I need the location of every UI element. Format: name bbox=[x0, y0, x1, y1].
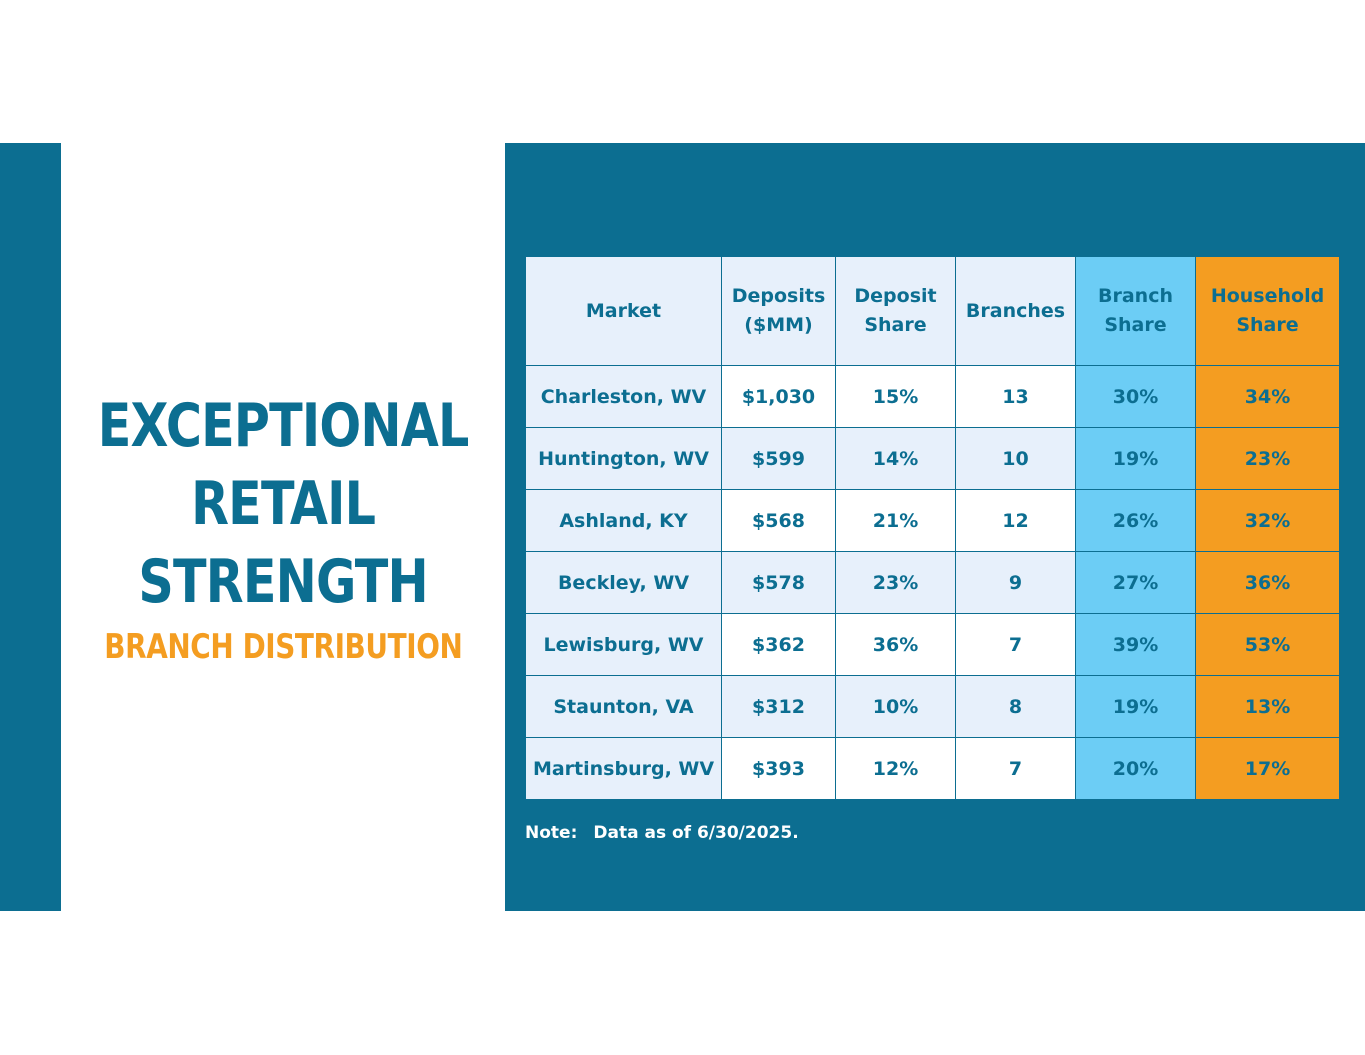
cell-deposit-share: 36% bbox=[835, 613, 956, 676]
cell-branches: 7 bbox=[955, 613, 1076, 676]
cell-branch-share: 39% bbox=[1075, 613, 1196, 676]
cell-deposits: $362 bbox=[721, 613, 836, 676]
left-accent-bar bbox=[0, 143, 61, 911]
cell-deposit-share: 15% bbox=[835, 365, 956, 428]
cell-branch-share: 20% bbox=[1075, 737, 1196, 800]
cell-household-share: 13% bbox=[1195, 675, 1340, 738]
header-branch-share: Branch Share bbox=[1075, 256, 1196, 366]
cell-branches: 9 bbox=[955, 551, 1076, 614]
table-row: Ashland, KY $568 21% 12 26% 32% bbox=[525, 489, 1340, 552]
cell-deposit-share: 12% bbox=[835, 737, 956, 800]
header-deposit-share: Deposit Share bbox=[835, 256, 956, 366]
table-panel: Market Deposits ($MM) Deposit Share Branch… bbox=[505, 143, 1365, 911]
cell-deposits: $599 bbox=[721, 427, 836, 490]
page-title-line-2: RETAIL bbox=[190, 469, 376, 539]
cell-deposits: $568 bbox=[721, 489, 836, 552]
cell-branches: 8 bbox=[955, 675, 1076, 738]
page-title-line-3: STRENGTH bbox=[138, 547, 428, 617]
cell-deposits: $1,030 bbox=[721, 365, 836, 428]
cell-deposits: $578 bbox=[721, 551, 836, 614]
header-deposits: Deposits ($MM) bbox=[721, 256, 836, 366]
cell-deposits: $393 bbox=[721, 737, 836, 800]
table-row: Huntington, WV $599 14% 10 19% 23% bbox=[525, 427, 1340, 490]
cell-branch-share: 19% bbox=[1075, 675, 1196, 738]
cell-branch-share: 30% bbox=[1075, 365, 1196, 428]
cell-household-share: 53% bbox=[1195, 613, 1340, 676]
cell-branch-share: 26% bbox=[1075, 489, 1196, 552]
table-row: Charleston, WV $1,030 15% 13 30% 34% bbox=[525, 365, 1340, 428]
branch-distribution-table: Market Deposits ($MM) Deposit Share Branch… bbox=[525, 256, 1340, 800]
header-branches: Branches bbox=[955, 256, 1076, 366]
header-household-share: Household Share bbox=[1195, 256, 1340, 366]
cell-deposit-share: 21% bbox=[835, 489, 956, 552]
cell-market: Beckley, WV bbox=[525, 551, 722, 614]
cell-market: Huntington, WV bbox=[525, 427, 722, 490]
title-block: EXCEPTIONAL RETAIL STRENGTH BRANCH DISTR… bbox=[61, 143, 505, 911]
page-subtitle: BRANCH DISTRIBUTION bbox=[103, 627, 463, 667]
cell-deposit-share: 23% bbox=[835, 551, 956, 614]
cell-branches: 10 bbox=[955, 427, 1076, 490]
cell-household-share: 34% bbox=[1195, 365, 1340, 428]
cell-deposit-share: 14% bbox=[835, 427, 956, 490]
cell-market: Charleston, WV bbox=[525, 365, 722, 428]
cell-branches: 13 bbox=[955, 365, 1076, 428]
cell-household-share: 36% bbox=[1195, 551, 1340, 614]
page-title-line-1: EXCEPTIONAL bbox=[97, 391, 470, 461]
cell-market: Staunton, VA bbox=[525, 675, 722, 738]
cell-household-share: 17% bbox=[1195, 737, 1340, 800]
table-header-row: Market Deposits ($MM) Deposit Share Branch… bbox=[525, 256, 1340, 366]
footnote-label: Note: bbox=[525, 823, 578, 843]
cell-branch-share: 27% bbox=[1075, 551, 1196, 614]
cell-household-share: 32% bbox=[1195, 489, 1340, 552]
table-row: Martinsburg, WV $393 12% 7 20% 17% bbox=[525, 737, 1340, 800]
cell-market: Lewisburg, WV bbox=[525, 613, 722, 676]
table-row: Staunton, VA $312 10% 8 19% 13% bbox=[525, 675, 1340, 738]
footnote: Note: Data as of 6/30/2025. bbox=[525, 823, 799, 843]
cell-branch-share: 19% bbox=[1075, 427, 1196, 490]
header-market: Market bbox=[525, 256, 722, 366]
table-row: Beckley, WV $578 23% 9 27% 36% bbox=[525, 551, 1340, 614]
cell-branches: 7 bbox=[955, 737, 1076, 800]
cell-household-share: 23% bbox=[1195, 427, 1340, 490]
cell-deposit-share: 10% bbox=[835, 675, 956, 738]
page-title: EXCEPTIONAL RETAIL STRENGTH bbox=[97, 387, 470, 621]
footnote-text: Data as of 6/30/2025. bbox=[593, 823, 799, 843]
cell-branches: 12 bbox=[955, 489, 1076, 552]
table-row: Lewisburg, WV $362 36% 7 39% 53% bbox=[525, 613, 1340, 676]
cell-deposits: $312 bbox=[721, 675, 836, 738]
cell-market: Martinsburg, WV bbox=[525, 737, 722, 800]
cell-market: Ashland, KY bbox=[525, 489, 722, 552]
